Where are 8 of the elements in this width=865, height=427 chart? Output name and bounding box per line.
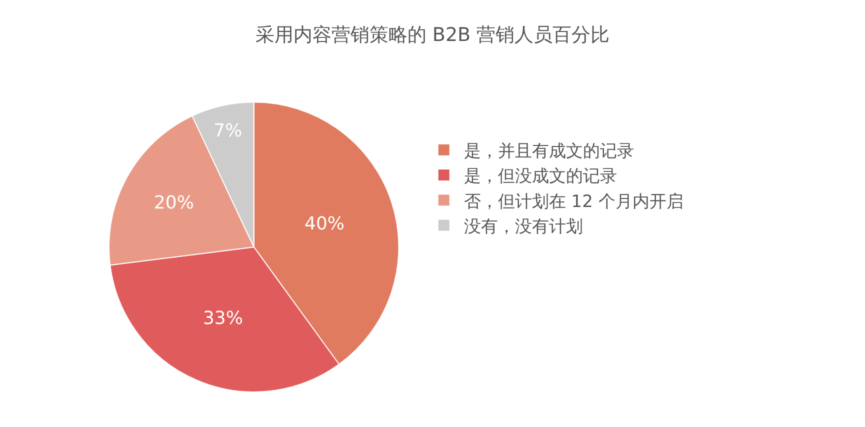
legend-label: 没有，没有计划 <box>464 216 583 237</box>
chart-title: 采用内容营销策略的 B2B 营销人员百分比 <box>255 24 610 46</box>
legend-label: 否，但计划在 12 个月内开启 <box>464 192 684 212</box>
data-label: 40% <box>304 214 345 235</box>
data-label: 33% <box>202 308 243 329</box>
data-label: 20% <box>154 192 194 214</box>
legend-label: 是，但没成文的记录 <box>464 166 617 187</box>
legend-label: 是，并且有成文的记录 <box>464 142 634 162</box>
